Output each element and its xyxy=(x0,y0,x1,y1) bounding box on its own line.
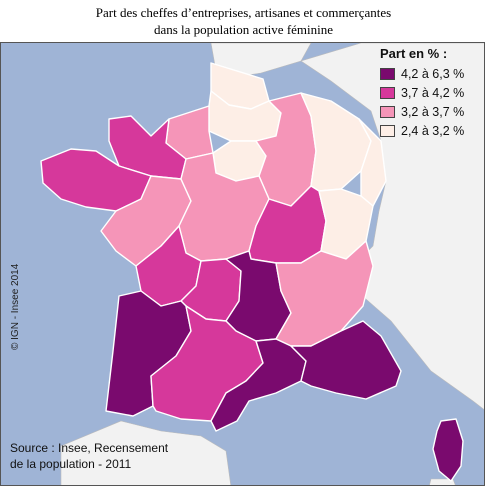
legend-label: 3,7 à 4,2 % xyxy=(401,85,465,100)
source-line-2: de la population - 2011 xyxy=(10,457,132,471)
map-title-line-2: dans la population active féminine xyxy=(153,22,334,37)
legend-label: 3,2 à 3,7 % xyxy=(401,104,465,119)
copyright-note: © IGN - Insee 2014 xyxy=(10,263,21,350)
map-title-line-1: Part des cheffes d’entreprises, artisane… xyxy=(95,5,392,20)
legend-item: 3,2 à 3,7 % xyxy=(380,102,484,121)
neighbor-land-sardinia xyxy=(429,478,456,485)
region-corse xyxy=(432,418,464,482)
legend-item: 2,4 à 3,2 % xyxy=(380,121,484,140)
france-choropleth-map xyxy=(40,43,484,485)
map-frame xyxy=(0,42,485,486)
legend-swatch xyxy=(380,105,395,118)
legend-swatch xyxy=(380,124,395,137)
source-line-1: Source : Insee, Recensement xyxy=(10,441,169,455)
legend-item: 4,2 à 6,3 % xyxy=(380,64,484,83)
source-note: Source : Insee, Recensement de la popula… xyxy=(10,440,168,472)
region-rhone-alpes xyxy=(275,240,374,347)
map-title: Part des cheffes d’entreprises, artisane… xyxy=(0,4,487,38)
neighbor-land-spain xyxy=(60,420,232,485)
legend-title: Part en % : xyxy=(380,46,448,61)
legend-label: 2,4 à 3,2 % xyxy=(401,123,465,138)
legend: Part en % : 4,2 à 6,3 % 3,7 à 4,2 % 3,2 … xyxy=(372,42,484,140)
legend-swatch xyxy=(380,86,395,99)
legend-item: 3,7 à 4,2 % xyxy=(380,83,484,102)
region-paca xyxy=(290,320,402,400)
legend-swatch xyxy=(380,67,395,80)
legend-label: 4,2 à 6,3 % xyxy=(401,66,465,81)
